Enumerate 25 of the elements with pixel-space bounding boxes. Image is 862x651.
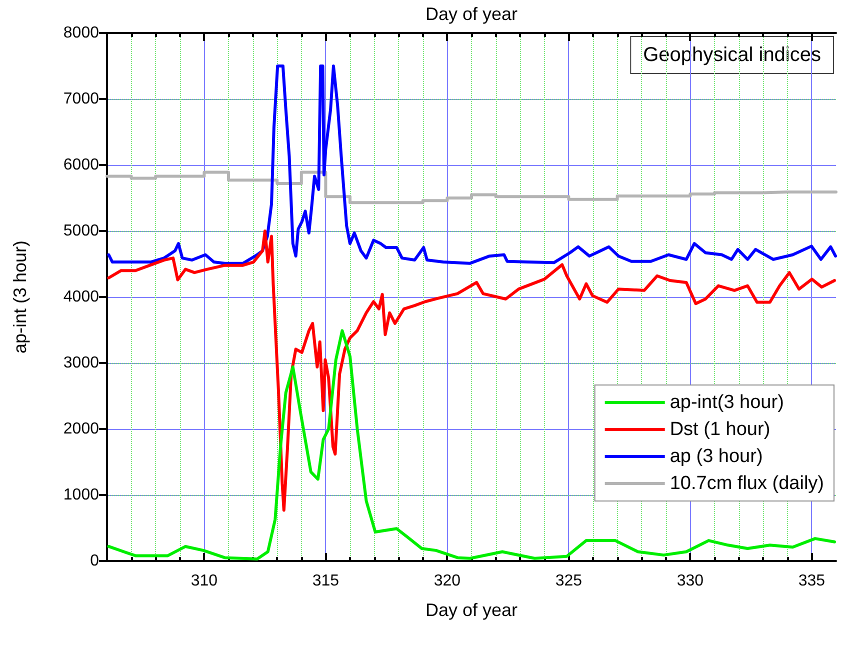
y-axis-title: ap-int (3 hour) <box>10 240 30 354</box>
line-series <box>107 64 838 265</box>
y-tick-label: 8000 <box>63 24 100 42</box>
y-tick-label: 4000 <box>63 288 100 306</box>
legend-label: Dst (1 hour) <box>670 419 770 440</box>
x2-axis-title: Day of year <box>425 4 518 24</box>
legend-label: ap (3 hour) <box>670 446 763 467</box>
line-series <box>107 230 836 512</box>
y-tick-label: 6000 <box>63 156 100 174</box>
x-tick-label: 330 <box>676 572 704 590</box>
x-tick-label: 315 <box>312 572 340 590</box>
annotation: Geophysical indices <box>643 44 822 66</box>
y-tick-label: 1000 <box>63 486 100 504</box>
x-tick-label: 325 <box>555 572 582 590</box>
x-tick-label: 320 <box>434 572 461 590</box>
y-tick-label: 7000 <box>63 90 100 108</box>
y-tick-label: 0 <box>90 552 100 570</box>
x-axis-title: Day of year <box>425 600 518 620</box>
y-tick-label: 2000 <box>63 420 100 438</box>
legend-label: ap-int(3 hour) <box>670 392 784 413</box>
y-tick-label: 5000 <box>63 222 100 240</box>
legend-label: 10.7cm flux (daily) <box>670 473 824 494</box>
y-tick-label: 3000 <box>63 354 100 372</box>
x-tick-label: 310 <box>190 572 218 590</box>
x-tick-label: 335 <box>798 572 826 590</box>
